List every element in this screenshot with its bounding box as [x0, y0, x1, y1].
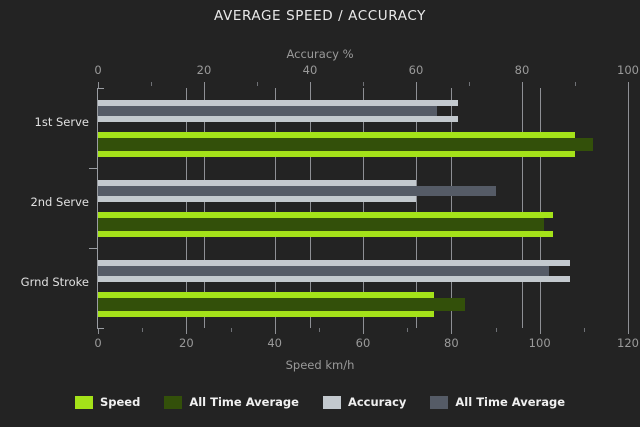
legend-swatch-icon [164, 395, 183, 409]
tickmark [186, 328, 188, 334]
category-label: 2nd Serve [30, 195, 89, 209]
tickmark [151, 82, 152, 86]
tickmark [363, 82, 364, 86]
bar-speed-average [98, 138, 593, 151]
chart-title: AVERAGE SPEED / ACCURACY [214, 8, 426, 24]
bar-accuracy [98, 276, 570, 282]
bar-speed [98, 231, 553, 237]
bar-speed [98, 292, 434, 298]
legend-item[interactable]: Accuracy [322, 395, 407, 409]
tick-label: 80 [444, 336, 459, 350]
tickmark [257, 82, 258, 86]
bottom-axis-tick-labels: 0 20 40 60 80 100 120 [0, 336, 640, 350]
legend-label: All Time Average [189, 395, 299, 409]
tickmark [310, 82, 311, 88]
bar-speed [98, 311, 434, 317]
gridline [522, 88, 523, 328]
tickmark [407, 328, 409, 332]
tickmark [230, 328, 232, 332]
gridline [310, 88, 311, 328]
gridline [204, 88, 205, 328]
bar-accuracy [98, 116, 459, 122]
category-label: 1st Serve [34, 115, 89, 129]
top-axis-label: Accuracy % [286, 47, 354, 61]
bar-speed [98, 212, 553, 218]
category-axis-spine [97, 88, 98, 328]
tickmark [274, 328, 276, 334]
bar-accuracy [98, 196, 416, 202]
tick-label: 60 [408, 63, 424, 77]
tickmark [98, 82, 99, 88]
chart-legend: Speed All Time Average Accuracy All Time Av… [0, 395, 640, 409]
tick-label: 0 [94, 63, 102, 77]
tickmark [628, 328, 629, 334]
bar-accuracy [98, 180, 416, 186]
legend-item[interactable]: Speed [74, 395, 141, 409]
tickmark [522, 82, 523, 88]
category-tick [89, 168, 97, 169]
tick-label: 120 [617, 336, 639, 350]
gridline [274, 88, 276, 328]
bar-accuracy-average [98, 266, 549, 276]
gridline [628, 88, 629, 328]
category-tick [89, 248, 97, 249]
legend-swatch-icon [322, 395, 341, 409]
tick-label: 40 [302, 63, 318, 77]
tick-label: 100 [617, 63, 639, 77]
top-axis-tick-labels: 0 20 40 60 80 100 [0, 63, 640, 77]
tickmark [451, 328, 453, 334]
tickmark [539, 328, 541, 334]
tickmark [142, 328, 144, 332]
tick-label: 80 [514, 63, 530, 77]
plot-area [98, 88, 629, 328]
tickmark [583, 328, 585, 332]
axis-spine-cap [97, 328, 104, 329]
tick-label: 100 [528, 336, 551, 350]
tick-label: 0 [94, 336, 102, 350]
legend-label: Speed [99, 395, 141, 409]
bar-accuracy [98, 260, 570, 266]
bar-speed [98, 132, 575, 138]
gridline [451, 88, 453, 328]
legend-label: All Time Average [455, 395, 566, 409]
axis-spine-cap [97, 88, 104, 89]
tickmark [363, 328, 364, 334]
tickmark [628, 82, 629, 88]
tick-label: 20 [196, 63, 212, 77]
tickmark [416, 82, 417, 88]
bar-accuracy-average [98, 106, 438, 116]
bar-accuracy-average [98, 186, 496, 196]
tickmark [318, 328, 320, 332]
bar-accuracy [98, 100, 459, 106]
gridline [363, 88, 364, 328]
bar-speed-average [98, 298, 465, 311]
bar-speed [98, 151, 575, 157]
category-label: Grnd Stroke [20, 275, 89, 289]
tick-label: 60 [355, 336, 371, 350]
tickmark [495, 328, 497, 332]
tickmark [469, 82, 470, 86]
bar-speed-average [98, 218, 545, 231]
category-labels: 1st Serve 2nd Serve Grnd Stroke [0, 0, 89, 427]
tick-label: 40 [267, 336, 282, 350]
gridline [539, 88, 541, 328]
tick-label: 20 [179, 336, 194, 350]
tickmark [98, 328, 99, 334]
gridline [186, 88, 188, 328]
bottom-axis-label: Speed km/h [285, 358, 355, 372]
legend-label: Accuracy [347, 395, 407, 409]
legend-swatch-icon [74, 395, 93, 409]
legend-swatch-icon [430, 395, 449, 409]
legend-item[interactable]: All Time Average [164, 395, 299, 409]
legend-item[interactable]: All Time Average [430, 395, 565, 409]
tickmark [575, 82, 576, 86]
tickmark [204, 82, 205, 88]
gridline [416, 88, 417, 328]
